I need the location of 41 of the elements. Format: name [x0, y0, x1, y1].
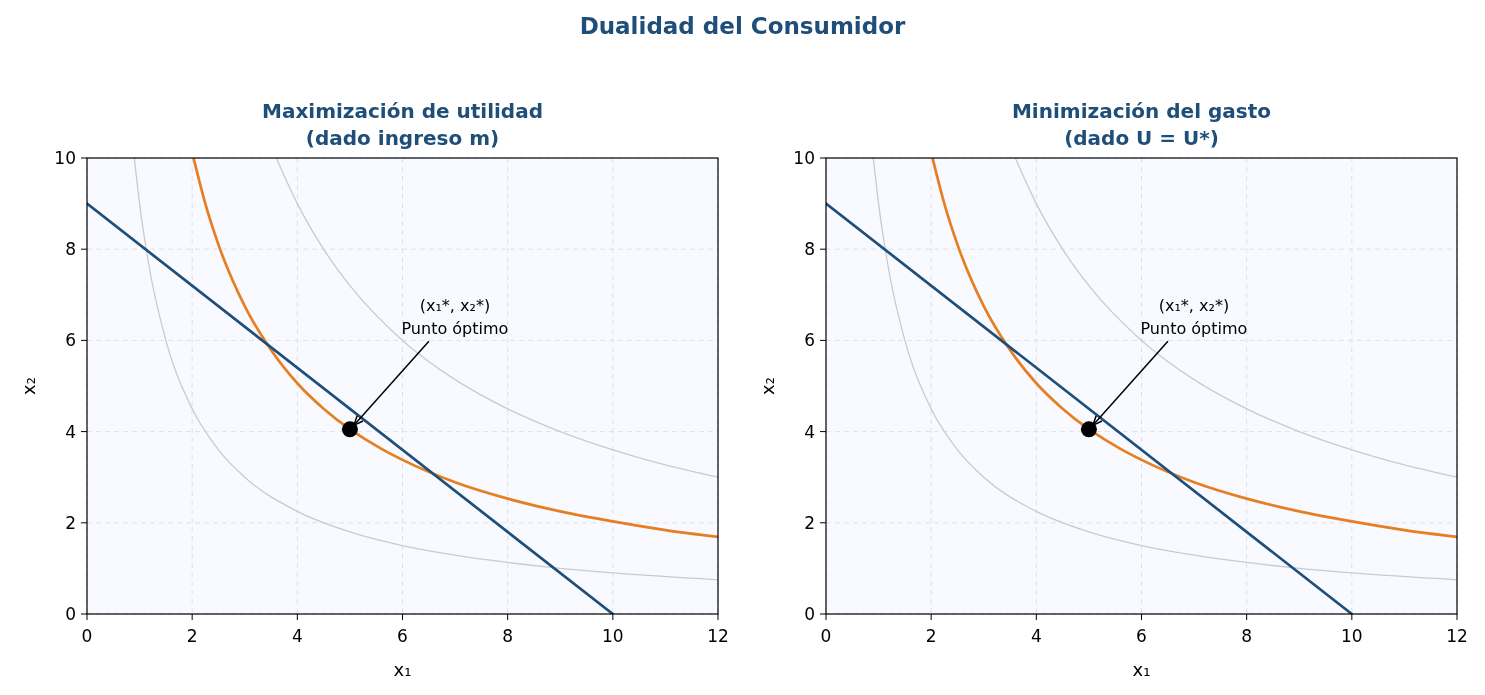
x-axis-title: x₁ [393, 659, 412, 680]
x-tick-label: 12 [1446, 626, 1468, 646]
y-tick-label: 10 [793, 147, 815, 168]
y-tick-label: 0 [65, 603, 76, 624]
y-tick-label: 6 [65, 330, 76, 351]
line-series [275, 158, 718, 478]
line-series [192, 158, 718, 539]
x-tick-label: 6 [1136, 626, 1147, 646]
y-tick-label: 8 [65, 239, 76, 260]
y-tick-label: 6 [804, 330, 815, 351]
line-series [931, 158, 1457, 539]
y-tick-label: 0 [804, 603, 815, 624]
x-tick-label: 10 [1341, 626, 1363, 646]
chart-title: Minimización del gasto (dado U = U*) [1011, 99, 1272, 150]
annotation: (x₁*, x₂*) Punto óptimo [1140, 296, 1248, 339]
line-series [133, 158, 718, 581]
y-tick-label: 2 [804, 512, 815, 533]
x-tick-label: 12 [707, 626, 729, 646]
y-tick-label: 8 [804, 239, 815, 260]
y-tick-label: 4 [804, 421, 815, 442]
x-tick-label: 4 [1030, 626, 1042, 646]
x-tick-label: 2 [925, 626, 937, 646]
x-tick-label: 4 [291, 626, 303, 646]
x-tick-label: 8 [502, 626, 514, 646]
y-axis-title: x₂ [18, 377, 39, 395]
y-axis-title: x₂ [757, 377, 778, 395]
line-series [1014, 158, 1457, 478]
text: Dualidad del Consumidor [579, 13, 907, 39]
x-tick-label: 10 [602, 626, 624, 646]
x-tick-label: 6 [397, 626, 408, 646]
y-tick-label: 2 [65, 512, 76, 533]
y-tick-label: 10 [54, 147, 76, 168]
x-tick-label: 0 [820, 626, 832, 646]
x-axis-title: x₁ [1132, 659, 1151, 680]
y-tick-label: 4 [65, 421, 76, 442]
x-tick-label: 8 [1241, 626, 1253, 646]
x-tick-label: 2 [186, 626, 198, 646]
line-series [872, 158, 1457, 581]
chart-title: Maximización de utilidad (dado ingreso m) [262, 99, 543, 150]
annotation: (x₁*, x₂*) Punto óptimo [401, 296, 509, 339]
x-tick-label: 0 [81, 626, 93, 646]
